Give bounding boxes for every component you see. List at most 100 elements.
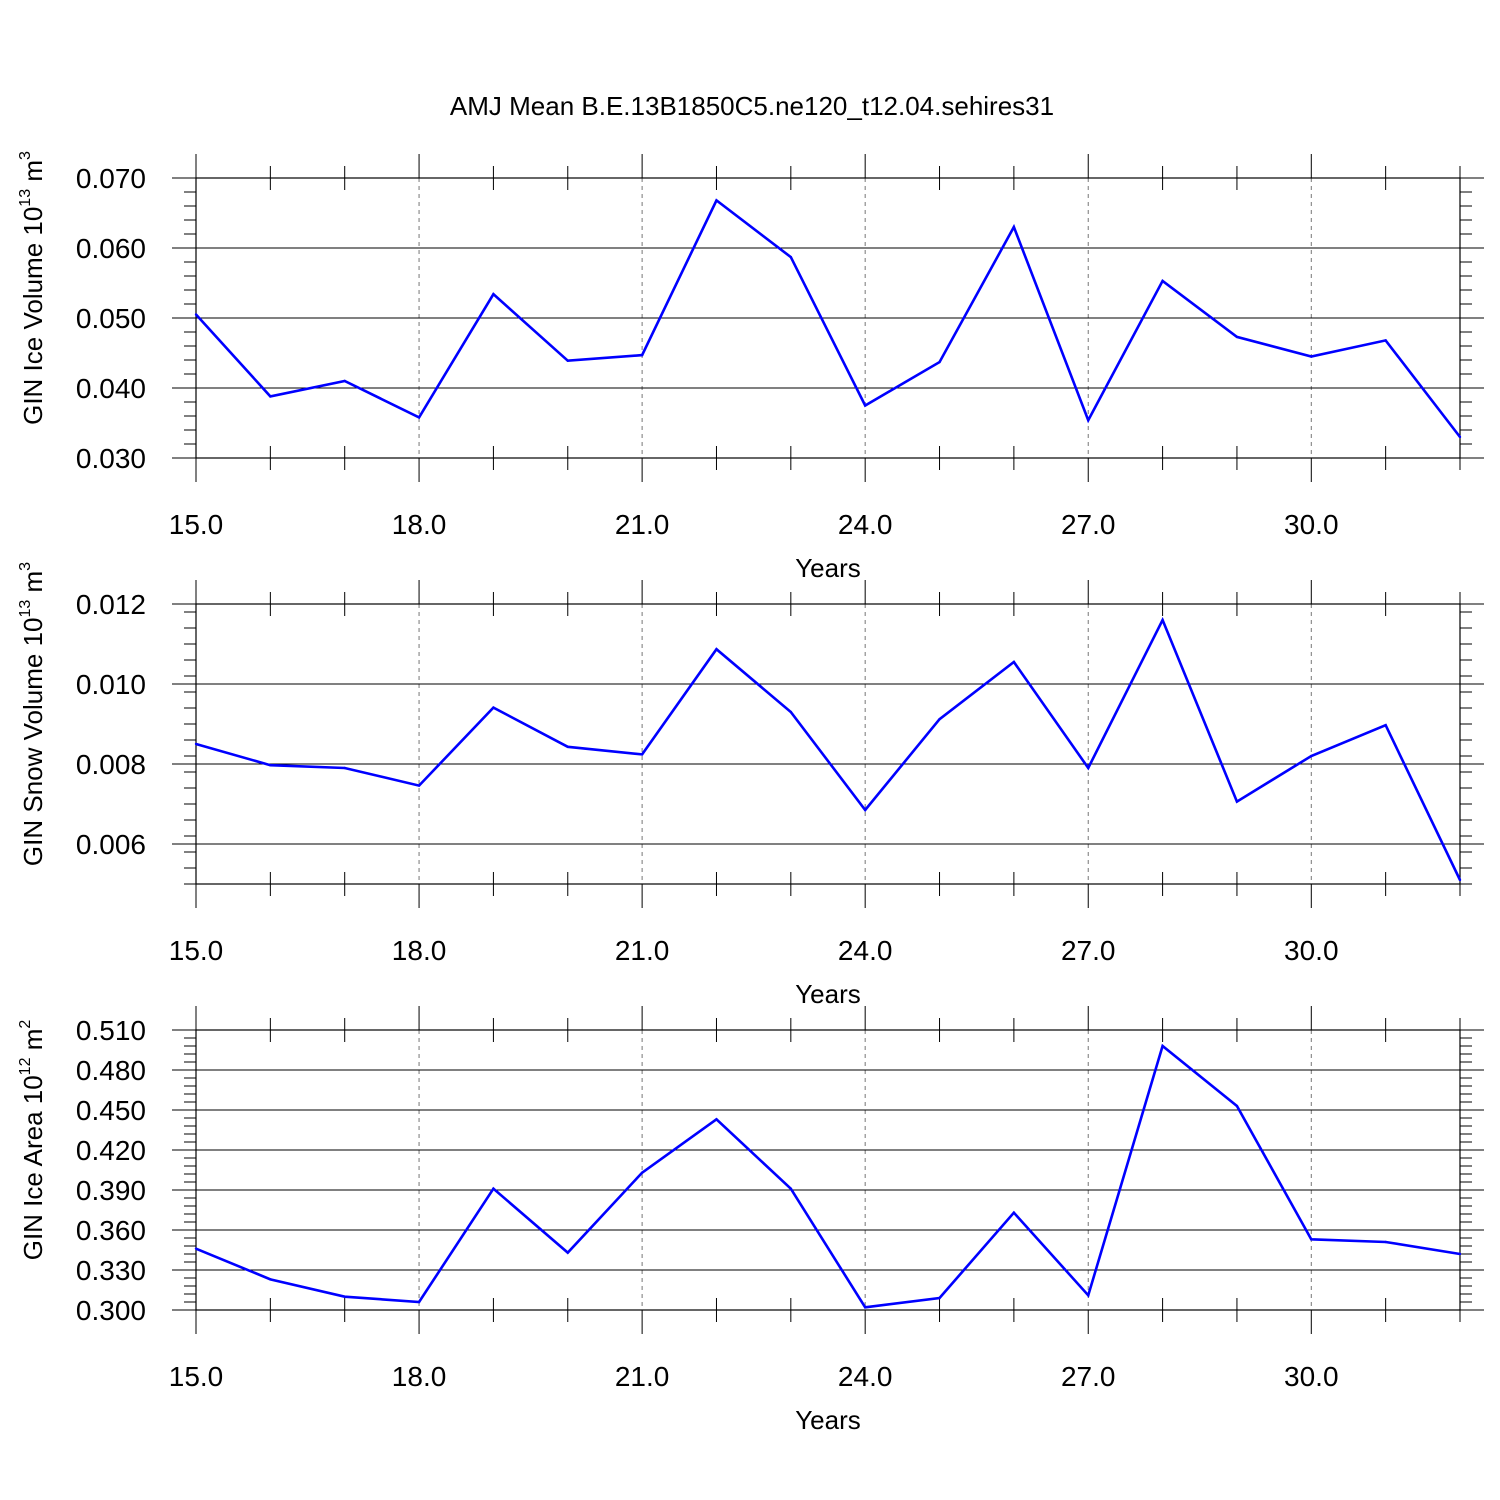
data-point [343, 1295, 346, 1298]
data-point [1161, 279, 1164, 283]
y-tick-label: 0.030 [76, 443, 146, 474]
data-point [492, 706, 495, 709]
x-axis-label: Years [795, 979, 861, 1009]
y-axis-label: GIN Snow Volume 1013 m3 [17, 562, 48, 866]
data-point [1235, 800, 1239, 803]
x-tick-label: 15.0 [169, 935, 224, 966]
y-tick-label: 0.012 [76, 589, 146, 620]
data-point [1458, 1252, 1462, 1256]
y-axis-label-text: GIN Snow Volume 10 [18, 618, 48, 867]
x-tick-label: 24.0 [838, 1361, 893, 1392]
data-point [1458, 878, 1462, 882]
data-point [1161, 618, 1164, 622]
data-point [194, 742, 198, 746]
data-point [194, 313, 198, 316]
x-axis-label: Years [795, 1405, 861, 1435]
data-point [863, 404, 867, 407]
data-point [1235, 1104, 1239, 1108]
panel-3: 0.300 0.330 0.360 0.390 0.420 0.450 0.480 0.510… [17, 1006, 1484, 1435]
data-point [492, 293, 495, 296]
series-line [195, 198, 1462, 438]
y-tick-label: 0.008 [76, 749, 146, 780]
y-axis-label-text: m [18, 160, 48, 189]
x-tick-label: 15.0 [169, 509, 224, 540]
data-point [343, 379, 346, 383]
data-point [938, 1296, 941, 1300]
data-point [1458, 435, 1462, 439]
x-axis-label: Years [795, 553, 861, 583]
y-axis-label-superscript: 3 [17, 562, 34, 571]
x-tick-label: 30.0 [1284, 935, 1339, 966]
data-point [417, 1300, 421, 1304]
data-point [1384, 1240, 1387, 1244]
y-axis-label-superscript: 13 [17, 600, 34, 618]
x-tick-label: 24.0 [838, 935, 893, 966]
data-point [194, 1247, 198, 1250]
data-point [417, 416, 421, 419]
data-point [715, 1118, 718, 1121]
y-tick-label: 0.360 [76, 1215, 146, 1246]
y-tick-label: 0.040 [76, 373, 146, 404]
data-point [1087, 1294, 1090, 1297]
y-tick-label: 0.330 [76, 1255, 146, 1286]
data-point [1012, 660, 1016, 664]
data-point [1310, 1238, 1313, 1241]
y-tick-label: 0.010 [76, 669, 146, 700]
data-point [566, 1251, 569, 1254]
y-tick-label: 0.070 [76, 163, 146, 194]
y-tick-label: 0.450 [76, 1095, 146, 1126]
chart-title: AMJ Mean B.E.13B1850C5.ne120_t12.04.sehi… [450, 91, 1054, 121]
x-tick-label: 27.0 [1061, 1361, 1116, 1392]
data-point [640, 1171, 644, 1174]
series-line [195, 616, 1462, 881]
y-axis-label-superscript: 2 [17, 1020, 34, 1029]
x-tick-label: 18.0 [392, 1361, 447, 1392]
data-point [343, 766, 346, 770]
data-point [640, 753, 644, 756]
data-point [1012, 1211, 1016, 1214]
data-point [492, 1187, 495, 1190]
panel-2: 0.006 0.008 0.010 0.012 15.0 18.0 21.0 24.0 27.0… [17, 562, 1484, 1009]
x-tick-label: 30.0 [1284, 509, 1339, 540]
x-tick-label: 15.0 [169, 1361, 224, 1392]
data-point [789, 1187, 793, 1190]
data-point [417, 784, 421, 787]
y-tick-label: 0.300 [76, 1295, 146, 1326]
data-point [863, 808, 867, 812]
y-tick-label: 0.390 [76, 1175, 146, 1206]
y-tick-label: 0.006 [76, 829, 146, 860]
y-tick-label: 0.510 [76, 1015, 146, 1046]
data-point [1087, 766, 1090, 770]
y-axis-label-text: GIN Ice Area 10 [18, 1075, 48, 1260]
x-tick-label: 30.0 [1284, 1361, 1339, 1392]
data-point [1310, 355, 1313, 358]
y-axis-label-superscript: 12 [17, 1057, 34, 1075]
y-tick-label: 0.060 [76, 233, 146, 264]
data-point [789, 710, 793, 714]
panel-1: 0.030 0.040 0.050 0.060 0.070 15.0 18.0 21.0 24.… [17, 151, 1484, 583]
data-point [789, 255, 793, 259]
y-tick-label: 0.050 [76, 303, 146, 334]
data-point [1310, 754, 1313, 758]
data-point [1012, 225, 1016, 229]
data-point [938, 360, 941, 364]
data-point [269, 1278, 272, 1281]
data-point [1087, 419, 1090, 422]
y-axis-label-text: GIN Ice Volume 10 [18, 207, 48, 425]
x-tick-label: 21.0 [615, 509, 670, 540]
x-tick-label: 18.0 [392, 935, 447, 966]
x-tick-label: 27.0 [1061, 935, 1116, 966]
x-tick-label: 18.0 [392, 509, 447, 540]
data-point [938, 718, 941, 721]
x-tick-label: 27.0 [1061, 509, 1116, 540]
y-axis-label-text: m [18, 1029, 48, 1058]
x-tick-label: 21.0 [615, 1361, 670, 1392]
data-point [566, 745, 569, 748]
y-axis-label: GIN Ice Area 1012 m2 [17, 1020, 48, 1261]
data-point [715, 648, 718, 651]
x-tick-label: 21.0 [615, 935, 670, 966]
data-point [1161, 1044, 1164, 1048]
data-point [566, 359, 569, 362]
y-tick-label: 0.480 [76, 1055, 146, 1086]
